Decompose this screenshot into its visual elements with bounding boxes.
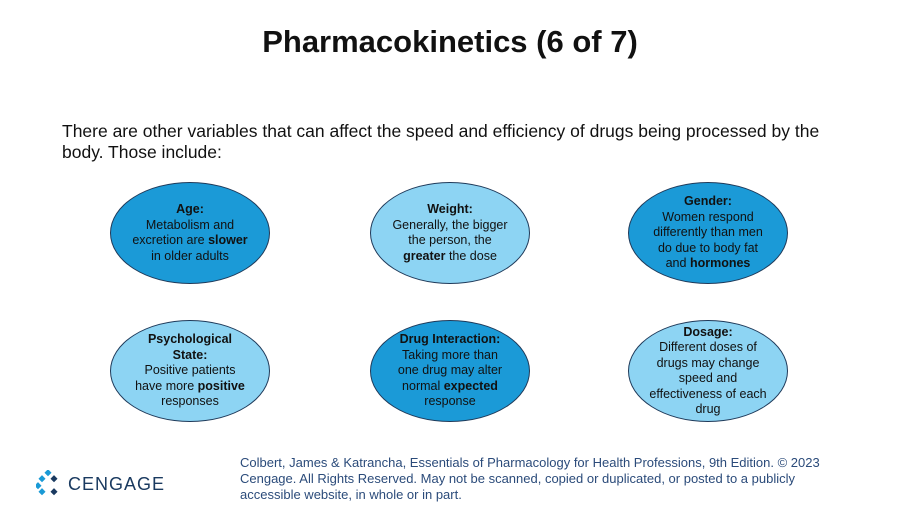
intro-text: There are other variables that can affec…	[62, 121, 820, 162]
oval: Psychological State: Positive patients ha…	[110, 320, 270, 422]
body-text: Positive patients have more	[135, 363, 236, 393]
copyright: Colbert, James & Katrancha, Essentials o…	[240, 455, 820, 502]
oval-title: Psychological State:	[147, 332, 233, 362]
body-text: responses	[161, 394, 219, 409]
brand-name: CENGAGE	[68, 474, 166, 494]
oval-title: Age:	[176, 202, 204, 216]
body-text: Taking more than one drug may alter norm…	[397, 347, 503, 393]
oval-text: Gender: Women respond differently than me…	[649, 194, 767, 272]
body-text: Metabolism and excretion are	[132, 217, 235, 248]
oval-text: Weight: Generally, the bigger the person,…	[391, 202, 509, 264]
body-text: Women respond differently than men do du…	[653, 209, 763, 271]
oval-title: Gender:	[684, 194, 732, 209]
oval: Drug Interaction: Taking more than one dr…	[370, 320, 530, 422]
slide-title: Pharmacokinetics (6 of 7)	[262, 24, 638, 59]
body-text: Generally, the bigger the person, the	[392, 217, 508, 248]
oval: Gender: Women respond differently than me…	[628, 182, 788, 284]
oval-text: Age: Metabolism and excretion are slower …	[131, 202, 249, 264]
oval: Weight: Generally, the bigger the person,…	[370, 182, 530, 284]
bold-text: expected	[443, 378, 498, 393]
oval: Dosage: Different doses of drugs may chan…	[628, 320, 788, 422]
body-text: in older adults	[151, 248, 229, 263]
body-text: response	[424, 394, 476, 409]
oval-title: Drug Interaction:	[399, 332, 501, 347]
bold-text: greater	[403, 248, 446, 263]
oval-text: Dosage: Different doses of drugs may chan…	[649, 325, 767, 418]
bold-text: positive	[197, 378, 245, 393]
logo-icon	[36, 470, 58, 496]
oval: Age: Metabolism and excretion are slower …	[110, 182, 270, 284]
body-text: the dose	[445, 248, 497, 263]
oval-title: Weight:	[427, 202, 473, 216]
oval-text: Drug Interaction: Taking more than one dr…	[391, 332, 509, 410]
oval-text: Psychological State: Positive patients ha…	[131, 332, 249, 410]
oval-title: Dosage:	[683, 324, 733, 339]
bold-text: slower	[208, 233, 248, 247]
body-text: Different doses of drugs may change spee…	[649, 340, 767, 416]
bold-text: hormones	[689, 256, 751, 271]
